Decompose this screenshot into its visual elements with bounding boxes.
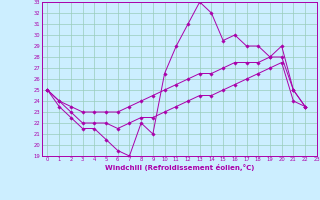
- X-axis label: Windchill (Refroidissement éolien,°C): Windchill (Refroidissement éolien,°C): [105, 164, 254, 171]
